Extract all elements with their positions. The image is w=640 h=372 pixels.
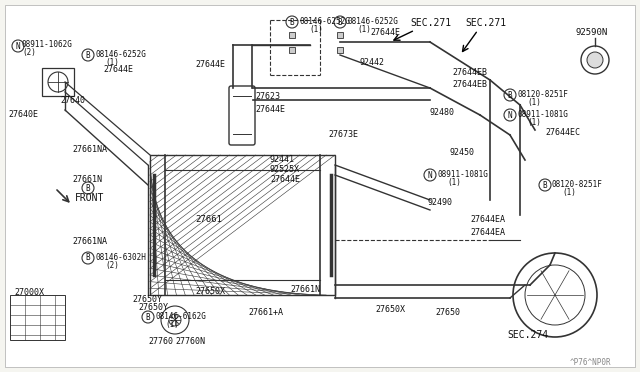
Text: (1): (1): [527, 118, 541, 127]
FancyBboxPatch shape: [229, 86, 255, 145]
Text: 08120-8251F: 08120-8251F: [552, 180, 603, 189]
Text: B: B: [338, 17, 342, 26]
Text: 92450: 92450: [450, 148, 475, 157]
Text: B: B: [146, 312, 150, 321]
Text: 92490: 92490: [428, 198, 453, 207]
Text: SEC.271: SEC.271: [465, 18, 506, 28]
Bar: [337, 47, 343, 53]
Text: 27640: 27640: [60, 96, 85, 105]
Text: 27760: 27760: [148, 337, 173, 346]
Text: B: B: [543, 180, 547, 189]
Text: 27644E: 27644E: [255, 105, 285, 114]
Text: 27000X: 27000X: [14, 288, 44, 297]
Text: 08911-1081G: 08911-1081G: [437, 170, 488, 179]
Bar: [150, 155, 335, 295]
Text: 92480: 92480: [430, 108, 455, 117]
Text: SEC.274: SEC.274: [507, 330, 548, 340]
Text: (1): (1): [105, 58, 119, 67]
Bar: [10, 295, 65, 340]
Text: 08146-6302H: 08146-6302H: [95, 253, 146, 262]
Text: 08146-6252G: 08146-6252G: [347, 17, 398, 26]
Circle shape: [587, 52, 603, 68]
Text: (2): (2): [22, 48, 36, 57]
Text: 08146-6252G: 08146-6252G: [299, 17, 350, 26]
Text: 27650X: 27650X: [375, 305, 405, 314]
Text: (1): (1): [357, 25, 371, 34]
Text: 27640E: 27640E: [8, 110, 38, 119]
Text: ^P76^NP0R: ^P76^NP0R: [570, 358, 612, 367]
Text: (2): (2): [105, 261, 119, 270]
Text: 08146-6252G: 08146-6252G: [95, 50, 146, 59]
Text: B: B: [290, 17, 294, 26]
Text: FRONT: FRONT: [75, 193, 104, 203]
Text: N: N: [16, 42, 20, 51]
Bar: [337, 32, 343, 38]
Text: 27661NA: 27661NA: [72, 145, 107, 154]
Text: 08911-1081G: 08911-1081G: [517, 110, 568, 119]
Text: (1): (1): [309, 25, 323, 34]
Text: B: B: [86, 253, 90, 263]
Text: 27661N: 27661N: [72, 175, 102, 184]
Text: 27644E: 27644E: [103, 65, 133, 74]
Text: SEC.271: SEC.271: [410, 18, 451, 28]
Text: 92441: 92441: [270, 155, 295, 164]
Text: B: B: [86, 51, 90, 60]
Text: 27650Y: 27650Y: [138, 303, 168, 312]
Text: 92525X: 92525X: [270, 165, 300, 174]
Text: (1): (1): [165, 320, 179, 329]
Text: 27650X: 27650X: [195, 287, 225, 296]
Text: 27650Y: 27650Y: [132, 295, 162, 304]
Text: 27661NA: 27661NA: [72, 237, 107, 246]
Text: 08146-6162G: 08146-6162G: [155, 312, 206, 321]
Text: 27661N: 27661N: [290, 285, 320, 294]
Text: 27673E: 27673E: [328, 130, 358, 139]
Text: 08120-8251F: 08120-8251F: [517, 90, 568, 99]
Text: 92442: 92442: [360, 58, 385, 67]
Bar: [289, 32, 295, 38]
Text: B: B: [86, 183, 90, 192]
Text: (1): (1): [527, 98, 541, 107]
Text: 92590N: 92590N: [575, 28, 607, 37]
Text: B: B: [508, 90, 512, 99]
Text: 08911-1062G: 08911-1062G: [22, 40, 73, 49]
Text: 27760N: 27760N: [175, 337, 205, 346]
Text: N: N: [508, 110, 512, 119]
Text: 27661+A: 27661+A: [248, 308, 283, 317]
Text: N: N: [428, 170, 432, 180]
Text: 27661: 27661: [195, 215, 222, 224]
Text: 27623: 27623: [255, 92, 280, 101]
Text: (1): (1): [447, 178, 461, 187]
Text: 27644E: 27644E: [270, 175, 300, 184]
Text: 27644EA: 27644EA: [470, 215, 505, 224]
Text: 27644EB: 27644EB: [452, 68, 487, 77]
Text: 27644EB: 27644EB: [452, 80, 487, 89]
Text: 27644EA: 27644EA: [470, 228, 505, 237]
Text: (1): (1): [562, 188, 576, 197]
Text: 27644E: 27644E: [195, 60, 225, 69]
Bar: [289, 47, 295, 53]
Text: 27644EC: 27644EC: [545, 128, 580, 137]
Text: 27644E: 27644E: [370, 28, 400, 37]
Bar: [42, 68, 74, 96]
Text: 27650: 27650: [435, 308, 460, 317]
